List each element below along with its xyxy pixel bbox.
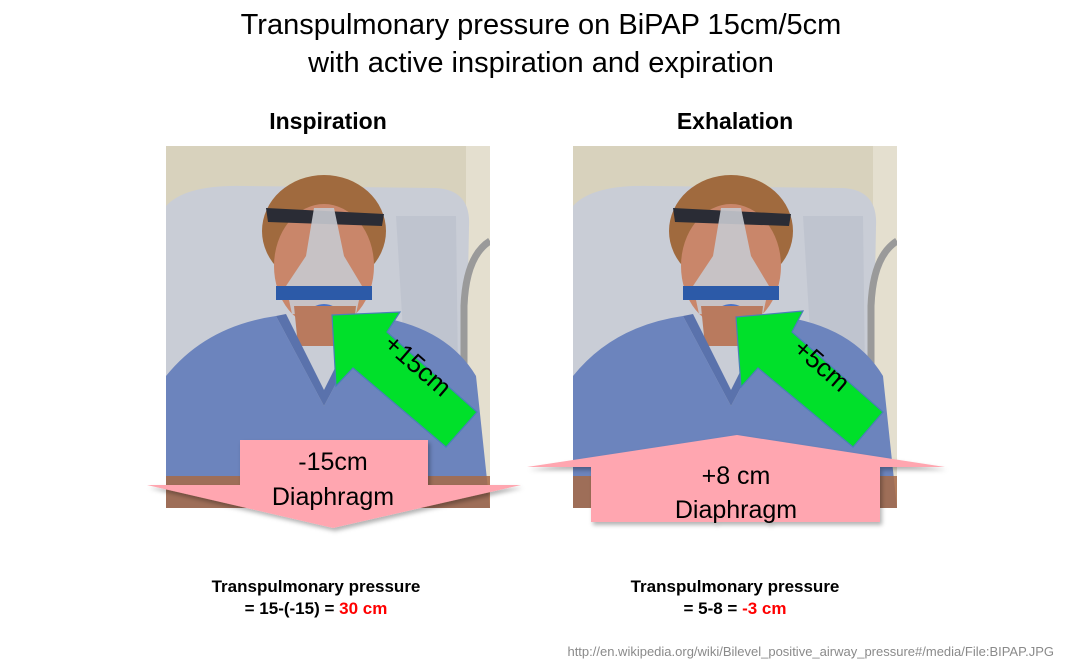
inspiration-label: Inspiration bbox=[269, 108, 387, 134]
formula-exhalation: Transpulmonary pressure = 5-8 = -3 cm bbox=[555, 576, 915, 620]
formula-inspiration: Transpulmonary pressure = 15-(-15) = 30 … bbox=[136, 576, 496, 620]
formula-result: -3 cm bbox=[742, 599, 787, 618]
image-source-link[interactable]: http://en.wikipedia.org/wiki/Bilevel_pos… bbox=[567, 644, 1054, 659]
patient-photo-exhalation bbox=[573, 146, 897, 508]
patient-on-bipap-image bbox=[573, 146, 897, 508]
formula-heading: Transpulmonary pressure bbox=[211, 577, 421, 596]
patient-on-bipap-image bbox=[166, 146, 490, 508]
formula-heading: Transpulmonary pressure bbox=[630, 577, 840, 596]
formula-equation: = 15-(-15) = 30 cm bbox=[136, 598, 496, 620]
formula-expression: = 15-(-15) = bbox=[244, 599, 340, 618]
title-line-1: Transpulmonary pressure on BiPAP 15cm/5c… bbox=[240, 9, 842, 41]
formula-equation: = 5-8 = -3 cm bbox=[555, 598, 915, 620]
formula-result: 30 cm bbox=[339, 599, 388, 618]
title-line-2: with active inspiration and expiration bbox=[308, 47, 774, 79]
slide-title: Transpulmonary pressure on BiPAP 15cm/5c… bbox=[0, 6, 1082, 82]
formula-expression: = 5-8 = bbox=[683, 599, 743, 618]
patient-photo-inspiration bbox=[166, 146, 490, 508]
exhalation-label: Exhalation bbox=[676, 108, 794, 134]
